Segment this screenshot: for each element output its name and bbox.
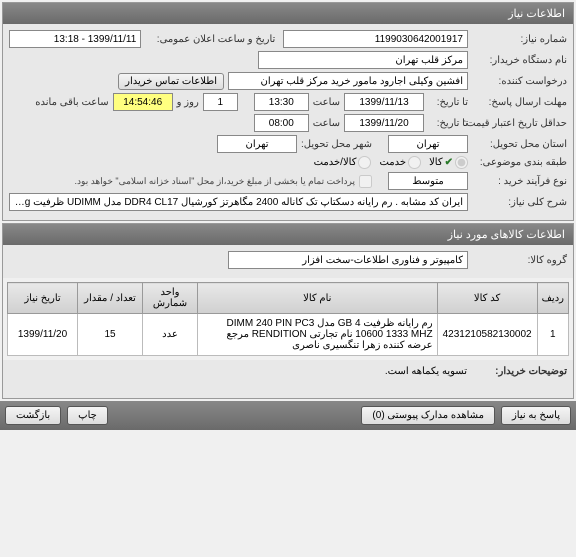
city-label: شهر محل تحویل: (301, 139, 372, 150)
deadline-date: 1399/11/13 (344, 93, 424, 111)
th-date: تاریخ نیاز (8, 283, 78, 314)
need-no-field: 1199030642001917 (283, 30, 468, 48)
pay-note-row: پرداخت تمام یا بخشی از مبلغ خرید،از محل … (75, 175, 372, 188)
days-label: روز و (177, 97, 199, 108)
td-date: 1399/11/20 (8, 314, 78, 356)
countdown-field: 14:54:46 (113, 93, 173, 111)
announce-label: تاریخ و ساعت اعلان عمومی: (145, 34, 275, 45)
time-label-2: ساعت (313, 118, 340, 129)
reply-button[interactable]: پاسخ به نیاز (501, 406, 571, 425)
radio-goods-label: کالا (429, 157, 443, 168)
buyer-field: مرکز قلب تهران (258, 51, 468, 69)
table-row: 1 4231210582130002 رم رایانه ظرفیت GB 4 … (8, 314, 569, 356)
radio-goods[interactable]: ✔کالا (429, 156, 468, 169)
buyer-label: نام دستگاه خریدار: (472, 55, 567, 66)
td-code: 4231210582130002 (437, 314, 537, 356)
buyer-notes-text: تسویه یکماهه است. (9, 366, 467, 377)
valid-date: 1399/11/20 (344, 114, 424, 132)
print-button[interactable]: چاپ (67, 406, 108, 425)
radio-both[interactable]: کالا/خدمت (314, 156, 372, 169)
panel1-body: شماره نیاز: 1199030642001917 تاریخ و ساع… (3, 24, 573, 220)
group-field: کامپیوتر و فناوری اطلاعات-سخت افزار (228, 251, 468, 269)
need-no-label: شماره نیاز: (472, 34, 567, 45)
th-idx: ردیف (537, 283, 568, 314)
valid-time: 08:00 (254, 114, 309, 132)
buyer-notes-box: توضیحات خریدار: تسویه یکماهه است. (3, 360, 573, 398)
group-label: گروه کالا: (472, 255, 567, 266)
until-label: تا تاریخ: (428, 97, 468, 108)
deadline-label: مهلت ارسال پاسخ: (472, 97, 567, 108)
table-header-row: ردیف کد کالا نام کالا واحد شمارش تعداد /… (8, 283, 569, 314)
time-label-1: ساعت (313, 97, 340, 108)
th-unit: واحد شمارش (143, 283, 198, 314)
attachments-button[interactable]: مشاهده مدارک پیوستی (0) (361, 406, 495, 425)
buy-type-field: متوسط (388, 172, 468, 190)
buyer-notes-label: توضیحات خریدار: (472, 366, 567, 377)
remain-label: ساعت باقی مانده (35, 97, 108, 108)
buy-type-label: نوع فرآیند خرید : (472, 176, 567, 187)
th-name: نام کالا (198, 283, 438, 314)
td-idx: 1 (537, 314, 568, 356)
main-desc-label: شرح کلی نیاز: (472, 197, 567, 208)
back-button[interactable]: بازگشت (5, 406, 61, 425)
pay-note-text: پرداخت تمام یا بخشی از مبلغ خرید،از محل … (75, 176, 355, 187)
min-valid-label: حداقل تاریخ اعتبار قیمت: (472, 118, 567, 129)
goods-table: ردیف کد کالا نام کالا واحد شمارش تعداد /… (7, 282, 569, 356)
th-qty: تعداد / مقدار (78, 283, 143, 314)
contact-info-button[interactable]: اطلاعات تماس خریدار (118, 73, 224, 90)
radio-both-label: کالا/خدمت (314, 157, 357, 168)
th-code: کد کالا (437, 283, 537, 314)
td-name: رم رایانه ظرفیت GB 4 مدل DIMM 240 PIN PC… (198, 314, 438, 356)
pay-note-checkbox[interactable] (359, 175, 372, 188)
city-field: تهران (217, 135, 297, 153)
radio-service-label: خدمت (379, 157, 406, 168)
radio-service[interactable]: خدمت (379, 156, 421, 169)
days-field: 1 (203, 93, 238, 111)
class-label: طبقه بندی موضوعی: (472, 157, 567, 168)
td-unit: عدد (143, 314, 198, 356)
requester-field: افشین وکیلی اجارود مامور خرید مرکز قلب ت… (228, 72, 468, 90)
until2-label: تا تاریخ: (428, 118, 468, 129)
goods-table-wrap: ردیف کد کالا نام کالا واحد شمارش تعداد /… (3, 278, 573, 360)
panel2-body: گروه کالا: کامپیوتر و فناوری اطلاعات-سخت… (3, 245, 573, 278)
prov-field: تهران (388, 135, 468, 153)
need-info-panel: اطلاعات نیاز شماره نیاز: 119903064200191… (2, 2, 574, 221)
panel2-header: اطلاعات کالاهای مورد نیاز (3, 224, 573, 245)
main-desc-field: ایران کد مشابه . رم رایانه دسکتاپ تک کان… (9, 193, 468, 211)
deadline-time: 13:30 (254, 93, 309, 111)
requester-label: درخواست کننده: (472, 76, 567, 87)
panel1-header: اطلاعات نیاز (3, 3, 573, 24)
td-qty: 15 (78, 314, 143, 356)
announce-field: 1399/11/11 - 13:18 (9, 30, 141, 48)
prov-label: استان محل تحویل: (472, 139, 567, 150)
footer-bar: پاسخ به نیاز مشاهده مدارک پیوستی (0) چاپ… (0, 401, 576, 430)
class-radio-group: ✔کالا خدمت کالا/خدمت (314, 156, 468, 169)
goods-info-panel: اطلاعات کالاهای مورد نیاز گروه کالا: کام… (2, 223, 574, 399)
